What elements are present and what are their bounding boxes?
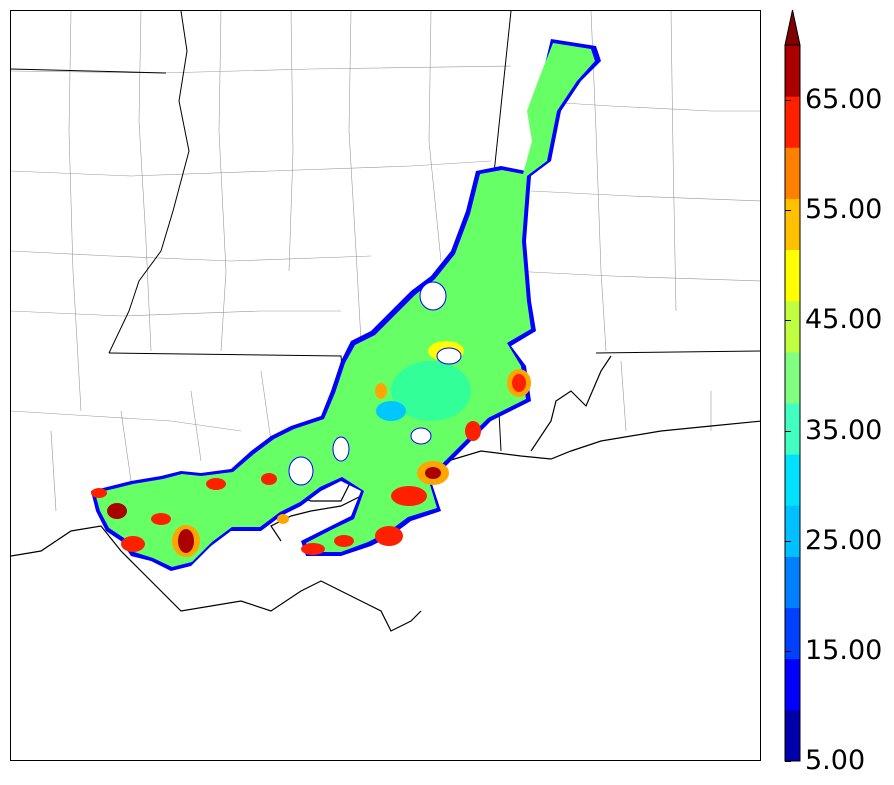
reflectivity-field [91, 39, 601, 571]
colorbar-segment [785, 249, 800, 302]
map-panel [10, 10, 761, 761]
colorbar-tick-label: 55.00 [805, 194, 883, 226]
colorbar-tick-mark [785, 100, 791, 102]
colorbar-segment [785, 556, 800, 609]
colorbar-segment [785, 351, 800, 404]
colorbar-graphic [784, 9, 801, 762]
county-boundaries [11, 11, 760, 512]
colorbar-tick-label: 65.00 [805, 84, 883, 116]
colorbar-segment [785, 403, 800, 455]
colorbar-tick-mark [785, 320, 791, 322]
colorbar-tick-mark [785, 761, 791, 762]
colorbar-segment [785, 607, 800, 660]
colorbar-segment [785, 658, 800, 711]
colorbar-tick-mark [785, 540, 791, 542]
colorbar-tick-label: 25.00 [805, 524, 883, 556]
colorbar-tick-label: 35.00 [805, 414, 883, 446]
colorbar-segment [785, 505, 800, 557]
colorbar-segment [785, 96, 800, 148]
colorbar-segment [785, 300, 800, 353]
colorbar [780, 8, 894, 768]
colorbar-tick-label: 15.00 [805, 634, 883, 666]
colorbar-segment [785, 147, 800, 199]
echo-main [95, 43, 595, 567]
colorbar-tick-mark [785, 650, 791, 652]
colorbar-segment [785, 454, 800, 506]
colorbar-tick-label: 45.00 [805, 304, 883, 336]
colorbar-segment [785, 198, 800, 251]
colorbar-tick-mark [785, 210, 791, 212]
map-canvas [11, 11, 760, 632]
colorbar-extend-arrow [784, 9, 801, 46]
colorbar-segment [785, 45, 800, 97]
colorbar-segment [785, 709, 800, 762]
colorbar-tick-mark [785, 430, 791, 432]
colorbar-outline [784, 44, 801, 762]
colorbar-tick-label: 5.00 [805, 745, 866, 776]
